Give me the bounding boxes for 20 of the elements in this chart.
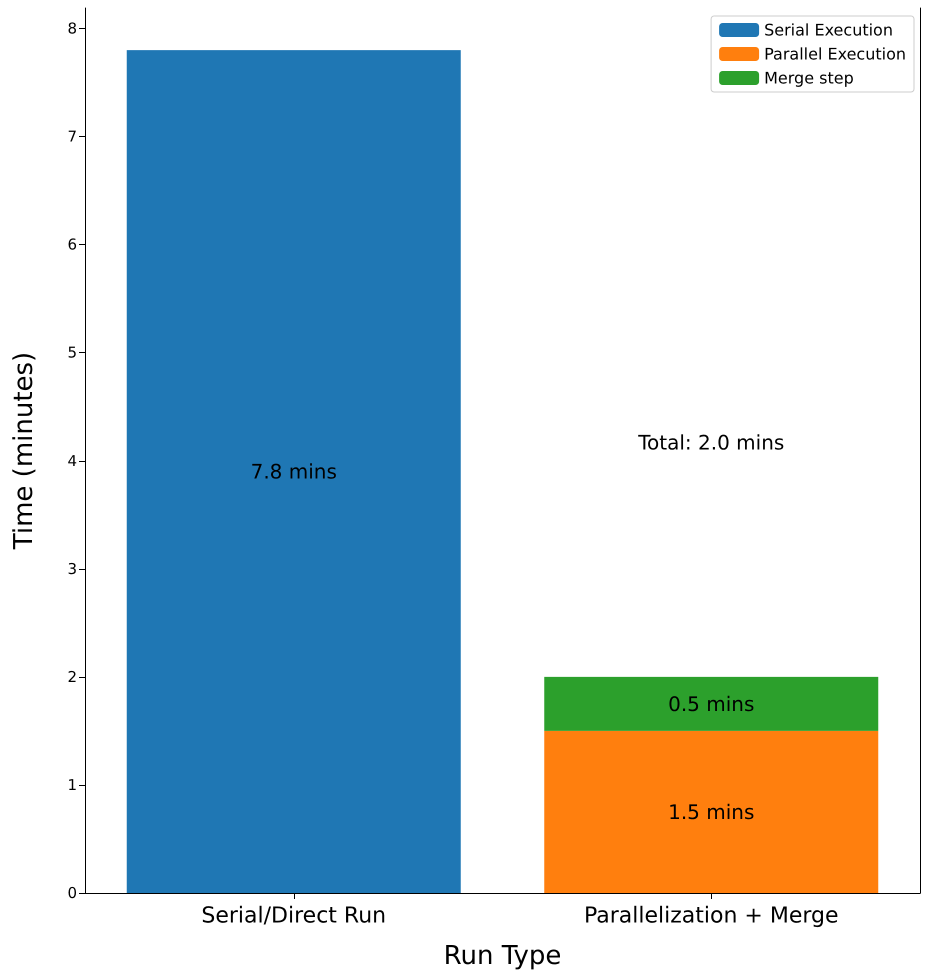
y-tick-label: 4 [67, 452, 77, 470]
x-tick-label: Serial/Direct Run [201, 904, 386, 928]
y-tick-label: 7 [67, 128, 77, 146]
y-tick-label: 6 [67, 236, 77, 254]
y-tick-label: 2 [67, 668, 77, 686]
data-label: 0.5 mins [668, 692, 754, 716]
x-tick-label: Parallelization + Merge [584, 904, 839, 928]
y-axis-title: Time (minutes) [9, 352, 39, 550]
x-axis-title: Run Type [444, 941, 562, 971]
legend-label: Parallel Execution [764, 44, 906, 64]
y-tick-label: 8 [67, 20, 77, 38]
data-label: 7.8 mins [250, 460, 337, 484]
legend-label: Serial Execution [764, 20, 893, 40]
data-label: 1.5 mins [668, 800, 754, 824]
y-tick-label: 3 [67, 560, 77, 578]
annotation: Total: 2.0 mins [637, 430, 784, 455]
y-tick-label: 0 [67, 884, 77, 902]
y-tick-label: 5 [67, 344, 77, 362]
y-tick-label: 1 [67, 776, 77, 794]
legend-label: Merge step [764, 68, 854, 88]
